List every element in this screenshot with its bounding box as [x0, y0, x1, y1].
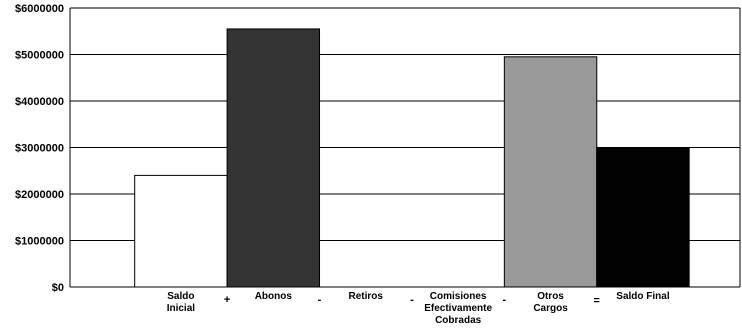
y-tick-label: $6000000	[15, 3, 64, 15]
bar	[226, 28, 321, 288]
x-category-labels: Saldo Inicial Abonos Retiros Comisiones Efect…	[167, 291, 670, 326]
y-tick-labels: $0 $1000000 $2000000 $3000000 $4000000 $50000…	[15, 3, 64, 294]
axes	[69, 8, 741, 288]
bar	[134, 174, 228, 288]
bar	[596, 147, 690, 288]
x-category-label: Saldo Inicial	[167, 291, 196, 314]
y-tick-label: $4000000	[15, 96, 64, 108]
x-category-label: Saldo Final	[616, 291, 670, 302]
operator-label: +	[224, 294, 230, 306]
x-category-label: Otros Cargos	[533, 291, 568, 314]
y-tick-label: $0	[52, 282, 64, 294]
operator-label: -	[318, 294, 322, 306]
y-tick-label: $3000000	[15, 143, 64, 155]
x-category-label: Comisiones Efectivamente Cobradas	[424, 291, 492, 326]
bar	[503, 56, 598, 288]
x-category-label: Abonos	[255, 291, 293, 302]
operator-label: =	[594, 295, 600, 307]
operator-label: -	[410, 294, 414, 306]
y-tick-label: $1000000	[15, 236, 64, 248]
operator-labels: + - - - =	[224, 294, 600, 307]
y-tick-label: $5000000	[15, 50, 64, 62]
y-tick-label: $2000000	[15, 189, 64, 201]
bars	[134, 28, 690, 288]
x-category-label: Retiros	[348, 291, 383, 302]
operator-label: -	[503, 294, 507, 306]
